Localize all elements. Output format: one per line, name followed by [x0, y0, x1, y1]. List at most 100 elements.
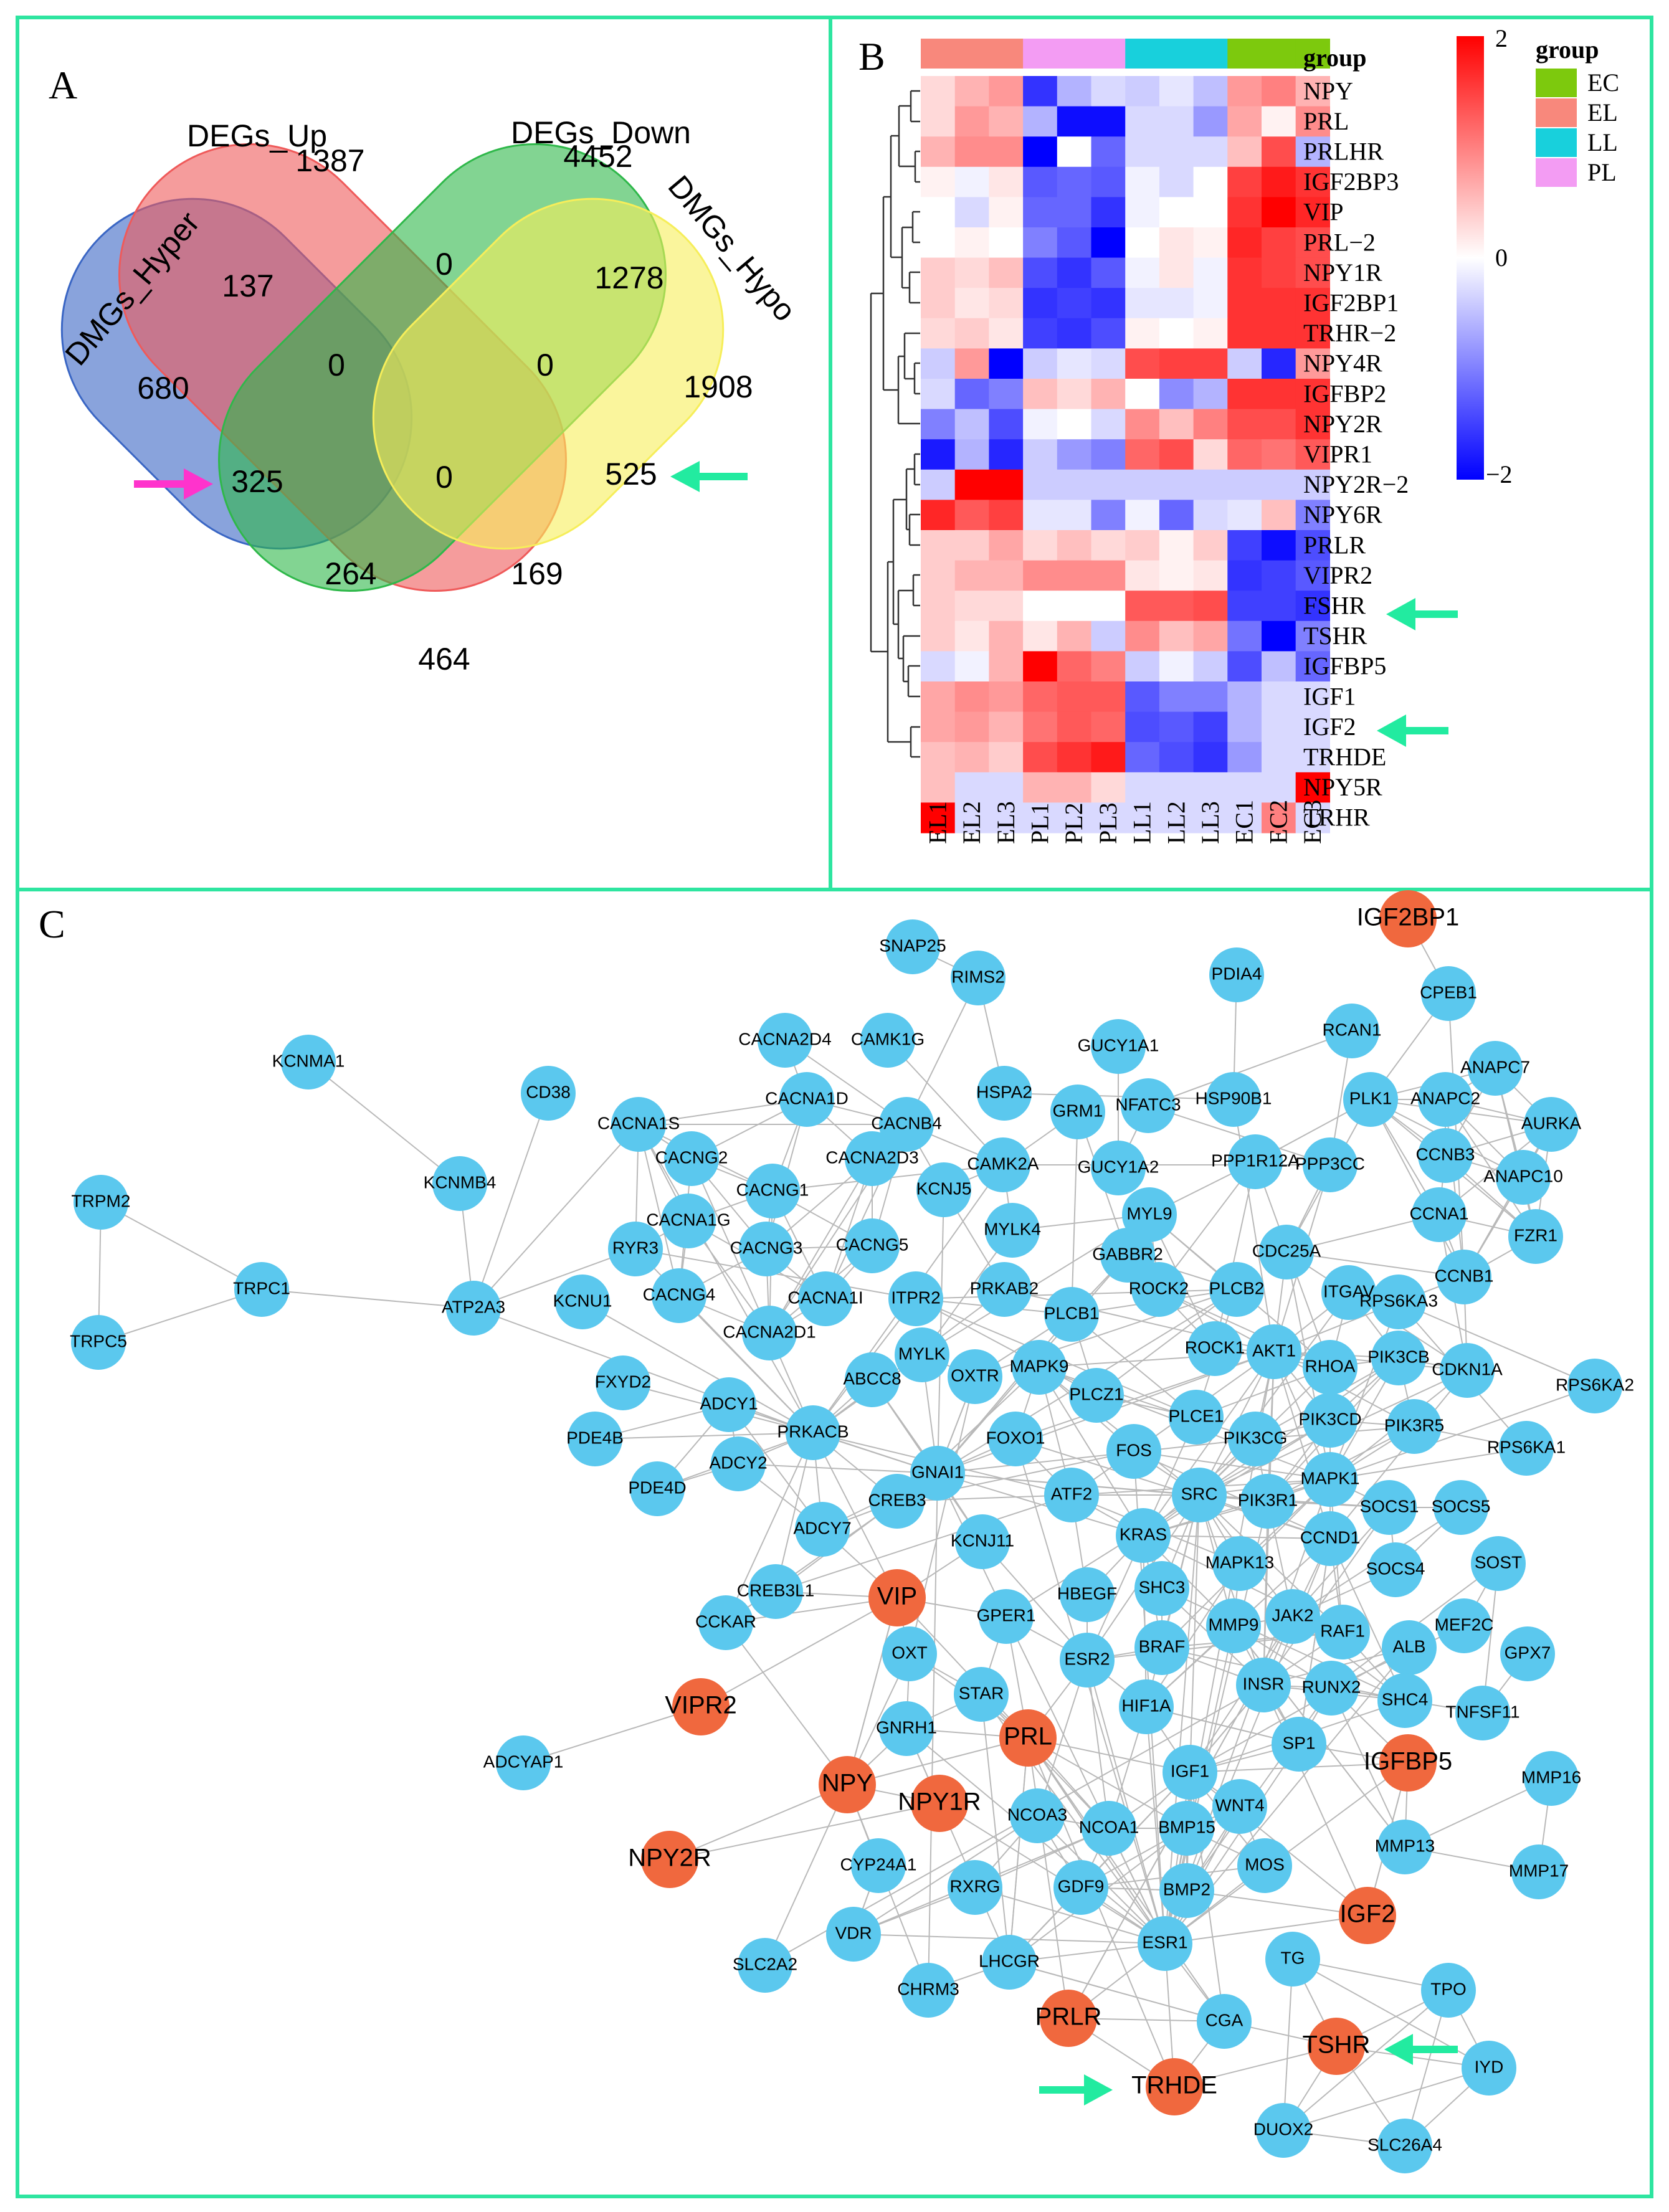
network-node[interactable]: CACNG3 [730, 1222, 803, 1276]
network-node[interactable]: RHOA [1303, 1340, 1358, 1395]
network-node[interactable]: SLC2A2 [733, 1938, 797, 1993]
network-node[interactable]: CACNA1D [765, 1072, 849, 1127]
network-node[interactable]: CREB3 [868, 1474, 926, 1529]
network-node[interactable]: RAF1 [1315, 1605, 1370, 1659]
network-node[interactable]: CCKAR [695, 1595, 756, 1650]
network-node[interactable]: CACNA2D3 [825, 1131, 919, 1186]
network-node[interactable]: PDE4D [628, 1461, 687, 1516]
network-node[interactable]: STAR [954, 1667, 1009, 1722]
network-node[interactable]: CACNG1 [736, 1164, 809, 1218]
network-node[interactable]: CAMK2A [967, 1137, 1039, 1192]
network-node[interactable]: PRKAB2 [970, 1262, 1039, 1317]
network-node[interactable]: PRLR [1035, 1990, 1102, 2047]
network-node[interactable]: GDF9 [1053, 1860, 1108, 1915]
network-node[interactable]: ADCY1 [700, 1377, 758, 1432]
network-node[interactable]: IGF2BP1 [1357, 890, 1460, 947]
network-node[interactable]: ATP2A3 [442, 1281, 505, 1336]
network-node[interactable]: FXYD2 [595, 1355, 651, 1410]
network-node[interactable]: KCNMA1 [272, 1035, 345, 1089]
network-node[interactable]: RPS6KA2 [1556, 1359, 1634, 1413]
network-node[interactable]: ESR2 [1060, 1633, 1115, 1687]
network-node[interactable]: HSPA2 [976, 1066, 1032, 1121]
network-node[interactable]: PPP1R12A [1211, 1134, 1300, 1189]
network-node[interactable]: CYP24A1 [840, 1838, 917, 1893]
network-node[interactable]: AURKA [1521, 1097, 1582, 1152]
network-node[interactable]: JAK2 [1265, 1589, 1320, 1644]
network-node[interactable]: SLC26A4 [1367, 2119, 1442, 2173]
network-node[interactable]: CACNA1I [787, 1271, 863, 1326]
network-node[interactable]: ROCK2 [1129, 1262, 1189, 1317]
network-node[interactable]: GNRH1 [876, 1701, 937, 1756]
network-node[interactable]: SOCS4 [1366, 1542, 1425, 1597]
network-node[interactable]: FZR1 [1508, 1209, 1563, 1264]
network-node[interactable]: VIPR2 [665, 1678, 737, 1735]
network-node[interactable]: PRL [999, 1709, 1057, 1767]
network-node[interactable]: MAPK9 [1010, 1340, 1069, 1395]
network-node[interactable]: RYR3 [608, 1222, 663, 1276]
network-node[interactable]: CDKN1A [1432, 1343, 1503, 1398]
network-node[interactable]: SHC4 [1377, 1673, 1432, 1728]
network-node[interactable]: CACNB4 [871, 1097, 942, 1152]
network-node[interactable]: NPY1R [898, 1775, 981, 1832]
network-node[interactable]: ATF2 [1044, 1468, 1099, 1522]
network-node[interactable]: WNT4 [1212, 1779, 1267, 1834]
network-node[interactable]: TRPC5 [70, 1315, 127, 1370]
network-node[interactable]: MMP17 [1509, 1844, 1569, 1899]
network-node[interactable]: SOST [1471, 1536, 1526, 1591]
network-node[interactable]: VIP [868, 1569, 926, 1626]
network-node[interactable]: HIF1A [1119, 1679, 1174, 1734]
network-node[interactable]: PLCB1 [1044, 1287, 1100, 1342]
network-node[interactable]: AKT1 [1247, 1324, 1301, 1379]
network-node[interactable]: BRAF [1134, 1620, 1189, 1675]
network-node[interactable]: CHRM3 [897, 1963, 959, 2018]
network-node[interactable]: CCNB3 [1416, 1128, 1475, 1183]
network-node[interactable]: OXT [882, 1626, 937, 1681]
network-node[interactable]: ADCYAP1 [483, 1735, 564, 1790]
network-node[interactable]: ANAPC7 [1460, 1041, 1530, 1096]
network-node[interactable]: PIK3R1 [1238, 1474, 1298, 1529]
network-node[interactable]: GNAI1 [910, 1446, 965, 1501]
network-node[interactable]: PPP3CC [1295, 1137, 1365, 1192]
network-node[interactable]: NCOA3 [1007, 1788, 1067, 1843]
network-node[interactable]: TNFSF11 [1445, 1686, 1520, 1740]
network-node[interactable]: GPER1 [977, 1589, 1036, 1644]
network-node[interactable]: TSHR [1303, 2018, 1371, 2075]
network-node[interactable]: CAMK1G [851, 1013, 925, 1068]
network-node[interactable]: ANAPC2 [1410, 1072, 1480, 1127]
network-node[interactable]: CREB3L1 [737, 1564, 815, 1619]
network-node[interactable]: RPS6KA1 [1487, 1421, 1566, 1476]
network-node[interactable]: TRPC1 [233, 1262, 290, 1317]
network-node[interactable]: FOXO1 [986, 1412, 1045, 1466]
network-node[interactable]: ROCK1 [1185, 1321, 1245, 1376]
network-node[interactable]: SOCS5 [1432, 1480, 1491, 1535]
network-node[interactable]: SP1 [1272, 1717, 1326, 1772]
network-node[interactable]: RIMS2 [951, 951, 1006, 1005]
network-node[interactable]: ESR1 [1138, 1916, 1192, 1971]
network-node[interactable]: CACNG5 [836, 1218, 909, 1273]
network-node[interactable]: INSR [1236, 1658, 1291, 1712]
network-node[interactable]: CCNB1 [1435, 1250, 1494, 1304]
network-node[interactable]: RCAN1 [1323, 1004, 1382, 1058]
network-node[interactable]: KCNJ11 [951, 1514, 1014, 1569]
network-node[interactable]: DUOX2 [1253, 2103, 1313, 2158]
network-node[interactable]: CD38 [521, 1066, 576, 1121]
network-node[interactable]: TRPM2 [72, 1175, 131, 1230]
network-node[interactable]: CPEB1 [1420, 966, 1477, 1021]
network-node[interactable]: KRAS [1116, 1508, 1171, 1563]
network-node[interactable]: CDC25A [1252, 1225, 1321, 1279]
network-node[interactable]: RUNX2 [1302, 1661, 1361, 1716]
network-node[interactable]: CACNA1S [597, 1097, 680, 1152]
network-node[interactable]: ITPR2 [888, 1271, 943, 1326]
network-node[interactable]: SNAP25 [879, 919, 946, 974]
network-node[interactable]: SRC [1172, 1468, 1227, 1522]
network-node[interactable]: NFATC3 [1115, 1078, 1181, 1133]
network-node[interactable]: PIK3CG [1224, 1412, 1288, 1466]
network-node[interactable]: CCNA1 [1410, 1187, 1469, 1242]
network-node[interactable]: MYLK4 [984, 1203, 1041, 1258]
network-node[interactable]: CACNA2D1 [723, 1306, 816, 1360]
network-node[interactable]: IGF1 [1163, 1745, 1217, 1800]
network-node[interactable]: CGA [1197, 1994, 1252, 2049]
network-node[interactable]: ADCY2 [709, 1436, 768, 1491]
network-node[interactable]: MMP9 [1206, 1598, 1261, 1653]
network-node[interactable]: RPS6KA3 [1359, 1275, 1438, 1329]
